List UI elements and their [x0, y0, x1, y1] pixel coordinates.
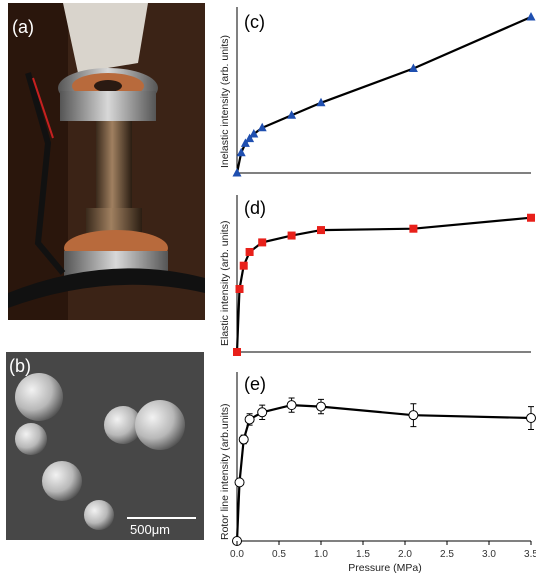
- data-point: [240, 138, 250, 147]
- chart-rotor-series: [232, 397, 536, 546]
- x-tick-label: 0.0: [230, 549, 244, 560]
- x-tick-label: 1.5: [356, 549, 370, 560]
- instrument-photo: (a): [8, 3, 205, 320]
- data-point: [287, 110, 297, 119]
- panel-label-e: (e): [244, 374, 266, 394]
- sem-image: (b) 500μm: [6, 352, 204, 540]
- x-tick-label: 2.0: [398, 549, 412, 560]
- series-line: [235, 216, 532, 353]
- chart-rotor: Rotor line intensity (arb.units) (e) 0.0…: [219, 372, 536, 574]
- data-point: [234, 477, 245, 488]
- data-point: [258, 238, 267, 247]
- data-point: [236, 147, 246, 157]
- chart-elastic-ylabel: Elastic intensity (arb. units): [219, 221, 231, 346]
- x-tick-label: 1.0: [314, 549, 328, 560]
- chart-rotor-x-ticks: 0.0 0.5 1.0 1.5 2.0 2.5 3.0 3.5: [230, 541, 536, 560]
- data-point: [409, 224, 418, 233]
- x-tick-label: 3.0: [482, 549, 496, 560]
- data-point: [238, 434, 249, 445]
- data-point: [526, 12, 536, 21]
- data-point: [287, 231, 296, 240]
- data-point: [527, 213, 535, 222]
- chart-inelastic-ylabel: Inelastic intensity (arb. units): [219, 35, 231, 168]
- data-point: [249, 129, 259, 138]
- panel-label-c: (c): [244, 12, 265, 32]
- x-tick-label: 3.5: [524, 549, 536, 560]
- chart-elastic: Elastic intensity (arb. units) (d): [219, 195, 535, 356]
- data-point: [235, 284, 244, 293]
- data-point: [244, 414, 255, 425]
- chart-inelastic: Inelastic intensity (arb. units) (c): [219, 7, 536, 177]
- panel-label-a: (a): [12, 17, 34, 37]
- data-point: [232, 168, 242, 177]
- data-point: [316, 97, 326, 107]
- data-point: [317, 226, 325, 235]
- chart-inelastic-series: [232, 12, 536, 177]
- x-tick-label: 2.5: [440, 549, 454, 560]
- sem-scale-bar-label: 500μm: [130, 522, 171, 537]
- chart-elastic-series: [233, 213, 535, 356]
- data-point: [408, 63, 418, 72]
- data-point: [257, 122, 267, 132]
- series-line: [235, 403, 532, 542]
- data-point: [239, 261, 248, 270]
- x-tick-label: 0.5: [272, 549, 286, 560]
- data-point: [233, 348, 241, 356]
- panel-label-d: (d): [244, 198, 266, 218]
- series-line: [235, 15, 532, 174]
- instrument-photo-drawing: [8, 3, 205, 320]
- panel-label-b: (b): [9, 356, 31, 376]
- data-point: [316, 401, 326, 412]
- sem-particles: [6, 352, 204, 540]
- data-point: [286, 400, 297, 411]
- chart-rotor-xlabel: Pressure (MPa): [348, 562, 422, 574]
- chart-rotor-ylabel: Rotor line intensity (arb.units): [219, 403, 231, 540]
- data-point: [257, 407, 268, 418]
- data-point: [245, 133, 255, 143]
- data-point: [526, 413, 536, 424]
- data-point: [408, 410, 419, 421]
- data-point: [245, 247, 254, 256]
